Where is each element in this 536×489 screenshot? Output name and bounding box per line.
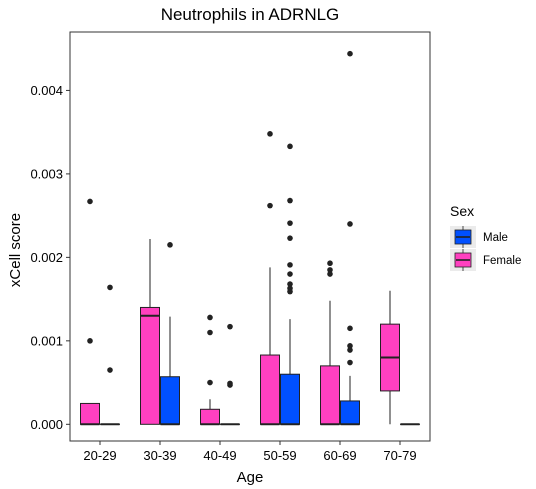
plot-panel-border xyxy=(69,31,431,442)
x-tick-label: 50-59 xyxy=(263,448,296,463)
outlier-point xyxy=(287,143,293,150)
outlier-point xyxy=(287,220,293,226)
box-female-70-79 xyxy=(380,290,400,425)
box-female-20-29 xyxy=(80,198,100,426)
outlier-point xyxy=(347,325,353,332)
outlier-point xyxy=(87,198,93,205)
outlier-point xyxy=(107,284,113,291)
outlier-point xyxy=(347,359,353,366)
outlier-point xyxy=(347,347,353,353)
outlier-point xyxy=(287,197,293,204)
outlier-point xyxy=(287,235,293,241)
outlier-point xyxy=(167,242,173,248)
legend-label-male: Male xyxy=(483,232,508,244)
box-body xyxy=(320,365,340,425)
plot-area xyxy=(69,31,431,442)
box-body xyxy=(160,376,180,425)
outlier-point xyxy=(107,367,113,373)
box-body xyxy=(200,408,220,425)
outlier-point xyxy=(347,221,353,227)
box-male-30-39 xyxy=(160,242,180,426)
box-body xyxy=(80,402,100,425)
outlier-point xyxy=(347,50,353,57)
y-axis: 0.000 0.001 0.002 0.003 0.004 xyxy=(30,83,70,432)
box-male-20-29 xyxy=(100,284,120,426)
outlier-point xyxy=(347,343,353,349)
box-female-50-59 xyxy=(260,131,280,426)
outlier-point xyxy=(227,323,233,330)
box-series-group xyxy=(80,50,420,426)
y-tick-label: 0.003 xyxy=(30,166,63,181)
box-female-30-39 xyxy=(140,239,160,425)
outlier-point xyxy=(287,285,293,292)
y-axis-title: xCell score xyxy=(7,213,24,287)
outlier-point xyxy=(207,329,213,336)
outlier-point xyxy=(87,338,93,344)
legend-label-female: Female xyxy=(483,255,521,267)
box-female-40-49 xyxy=(200,314,220,426)
box-body xyxy=(140,306,160,425)
outlier-point xyxy=(327,267,333,273)
x-tick-label: 20-29 xyxy=(83,448,116,463)
outlier-point xyxy=(267,202,273,209)
outlier-point xyxy=(207,379,213,386)
outlier-point xyxy=(267,131,273,137)
box-male-60-69 xyxy=(340,50,360,426)
box-female-60-69 xyxy=(320,260,340,426)
legend-title: Sex xyxy=(450,203,474,219)
y-tick-label: 0.002 xyxy=(30,250,63,265)
outlier-point xyxy=(207,314,213,321)
outlier-point xyxy=(227,380,233,387)
box-male-40-49 xyxy=(220,323,240,426)
box-body xyxy=(280,373,300,425)
y-tick-label: 0.004 xyxy=(30,83,63,98)
box-body xyxy=(260,354,280,425)
x-tick-label: 70-79 xyxy=(383,448,416,463)
x-tick-label: 40-49 xyxy=(203,448,236,463)
x-axis: 20-29 30-39 40-49 50-59 60-69 70-79 xyxy=(83,441,417,463)
legend: Sex Male Female xyxy=(450,203,521,271)
x-tick-label: 60-69 xyxy=(323,448,356,463)
x-axis-title: Age xyxy=(237,469,264,486)
outlier-point xyxy=(327,271,333,277)
outlier-point xyxy=(287,262,293,268)
y-tick-label: 0.000 xyxy=(30,417,63,432)
outlier-point xyxy=(327,260,333,267)
chart-title: Neutrophils in ADRNLG xyxy=(161,5,340,24)
box-body xyxy=(340,400,360,425)
box-male-50-59 xyxy=(280,143,300,426)
x-tick-label: 30-39 xyxy=(143,448,176,463)
y-tick-label: 0.001 xyxy=(30,333,63,348)
outlier-point xyxy=(287,271,293,277)
outlier-point xyxy=(287,281,293,287)
